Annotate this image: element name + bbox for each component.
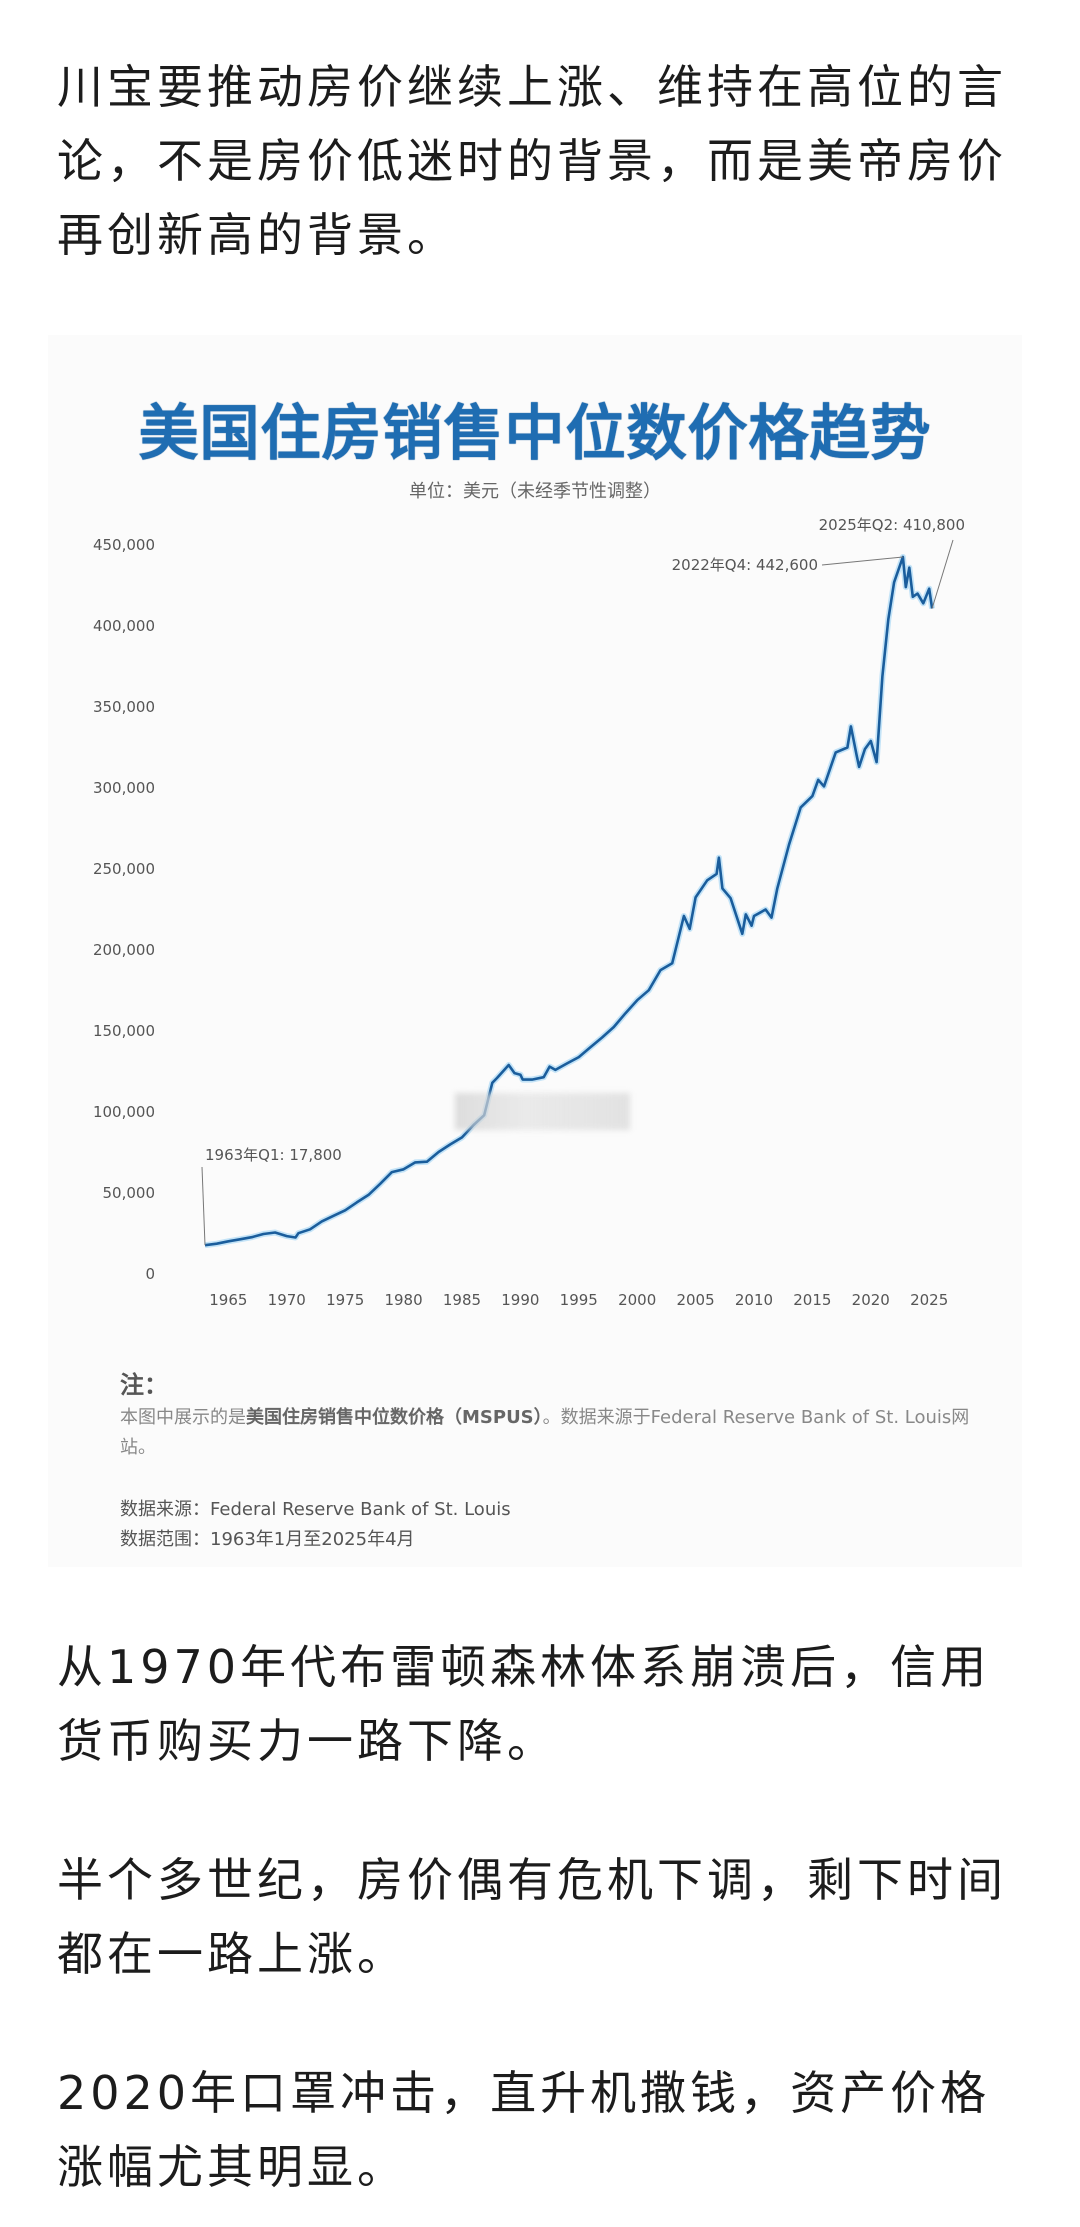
annotation-2022-peak: 2022年Q4: 442,600 xyxy=(672,556,818,574)
annotation-arrow xyxy=(821,556,903,566)
notes-prefix: 本图中展示的是 xyxy=(120,1407,246,1428)
y-tick-label: 0 xyxy=(145,1265,155,1283)
y-tick-label: 150,000 xyxy=(93,1022,155,1040)
x-tick-label: 2025 xyxy=(910,1291,948,1309)
y-tick-label: 250,000 xyxy=(93,860,155,878)
series-line-mspus xyxy=(204,555,934,1247)
y-tick-label: 450,000 xyxy=(93,536,155,554)
series-glow xyxy=(204,554,936,1249)
y-tick-label: 100,000 xyxy=(93,1103,155,1121)
y-tick-label: 400,000 xyxy=(93,617,155,635)
y-tick-label: 50,000 xyxy=(103,1184,156,1202)
x-tick-label: 1990 xyxy=(501,1291,539,1309)
notes-suffix: 。数据来源于Federal Reserve Bank of St. Louis网… xyxy=(120,1407,970,1458)
data-range: 数据范围：1963年1月至2025年4月 xyxy=(120,1529,415,1550)
x-tick-label: 1970 xyxy=(268,1291,306,1309)
line-chart: 0 50,000 100,000 150,000 200,000 250,000 300,0… xyxy=(93,516,965,1309)
chart-card: 美国住房销售中位数价格趋势 单位：美元（未经季节性调整） 0 50,000 100,… xyxy=(48,335,1022,1567)
notes-heading: 注： xyxy=(120,1371,168,1399)
x-tick-label: 2015 xyxy=(793,1291,831,1309)
chart-subtitle: 单位：美元（未经季节性调整） xyxy=(409,481,661,502)
x-tick-label: 2000 xyxy=(618,1291,656,1309)
article-paragraph-2: 从1970年代布雷顿森林体系崩溃后，信用货币购买力一路下降。 xyxy=(57,1640,991,1768)
article-paragraph-3: 半个多世纪，房价偶有危机下调，剩下时间都在一路上涨。 xyxy=(57,1853,1007,1981)
blurred-watermark xyxy=(455,1093,630,1130)
article-paragraph-4: 2020年口罩冲击，直升机撒钱，资产价格涨幅尤其明显。 xyxy=(57,2066,991,2194)
x-tick-label: 1965 xyxy=(209,1291,247,1309)
y-tick-label: 300,000 xyxy=(93,779,155,797)
x-tick-label: 1980 xyxy=(384,1291,422,1309)
data-source: 数据来源：Federal Reserve Bank of St. Louis xyxy=(120,1499,511,1520)
notes-highlight: 美国住房销售中位数价格（MSPUS） xyxy=(246,1407,543,1428)
chart-title: 美国住房销售中位数价格趋势 xyxy=(138,399,932,469)
x-tick-label: 2010 xyxy=(735,1291,773,1309)
x-tick-label: 2005 xyxy=(676,1291,714,1309)
annotation-1963: 1963年Q1: 17,800 xyxy=(205,1146,342,1164)
annotation-arrow xyxy=(931,539,954,609)
x-tick-label: 1975 xyxy=(326,1291,364,1309)
x-tick-label: 2020 xyxy=(852,1291,890,1309)
y-tick-label: 200,000 xyxy=(93,941,155,959)
article-paragraph-1: 川宝要推动房价继续上涨、维持在高位的言论，不是房价低迷时的背景，而是美帝房价再创… xyxy=(57,60,1007,262)
annotation-arrow xyxy=(201,1166,206,1246)
annotation-2025-latest: 2025年Q2: 410,800 xyxy=(819,516,965,534)
y-tick-label: 350,000 xyxy=(93,698,155,716)
notes-text: 本图中展示的是美国住房销售中位数价格（MSPUS）。数据来源于Federal R… xyxy=(120,1403,980,1463)
x-tick-label: 1995 xyxy=(560,1291,598,1309)
x-tick-label: 1985 xyxy=(443,1291,481,1309)
